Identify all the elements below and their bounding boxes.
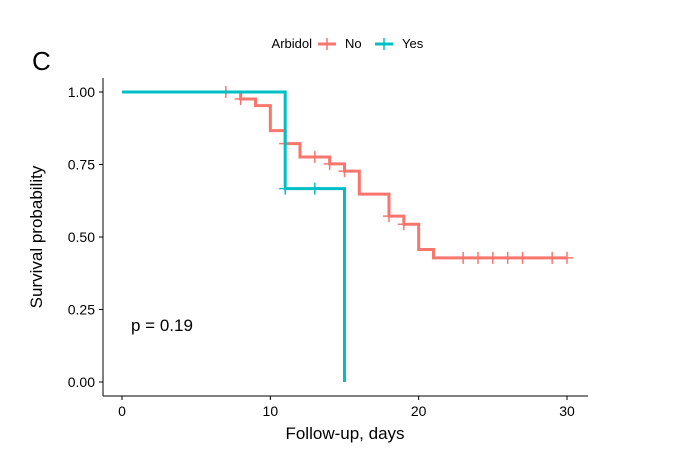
- y-tick-label: 1.00: [68, 84, 95, 100]
- censor-mark-no: [561, 251, 573, 264]
- censor-mark-no: [516, 251, 529, 264]
- series-layer: [122, 86, 573, 382]
- censor-mark-no: [397, 218, 410, 231]
- panel-label: C: [32, 46, 51, 76]
- censor-mark-no: [234, 92, 247, 105]
- censor-mark-no: [486, 251, 499, 264]
- axes: 0.00 0.25 0.50 0.75 1.00 0 10 20 30: [68, 78, 588, 419]
- y-axis-title: Survival probability: [27, 165, 46, 308]
- legend-item-yes: Yes: [375, 36, 424, 51]
- legend-label: No: [345, 36, 362, 51]
- censor-mark-no: [546, 251, 559, 264]
- x-tick-label: 30: [559, 403, 575, 419]
- legend-label: Yes: [402, 36, 424, 51]
- y-tick-label: 0.75: [68, 157, 95, 173]
- legend-item-no: No: [318, 36, 362, 51]
- censor-mark-no: [323, 157, 336, 170]
- censor-mark-no: [472, 251, 484, 264]
- censor-mark-no: [383, 210, 395, 223]
- legend-title: Arbidol: [272, 36, 313, 51]
- censor-mark-no: [457, 251, 470, 264]
- x-axis-title: Follow-up, days: [285, 424, 404, 443]
- y-tick-label: 0.25: [68, 302, 95, 318]
- censor-mark-yes: [279, 182, 292, 195]
- survival-curve-no: [122, 90, 567, 260]
- censor-mark-no: [338, 165, 351, 178]
- x-tick-label: 10: [263, 403, 279, 419]
- x-tick-label: 0: [118, 403, 126, 419]
- y-tick-label: 0.50: [68, 229, 95, 245]
- x-tick-label: 20: [411, 403, 427, 419]
- y-tick-label: 0.00: [68, 374, 95, 390]
- censor-mark-no: [308, 150, 321, 163]
- censor-mark-yes: [308, 182, 321, 195]
- legend: Arbidol No Yes: [272, 36, 424, 51]
- censor-mark-no: [501, 251, 514, 264]
- p-value-annotation: p = 0.19: [131, 316, 193, 335]
